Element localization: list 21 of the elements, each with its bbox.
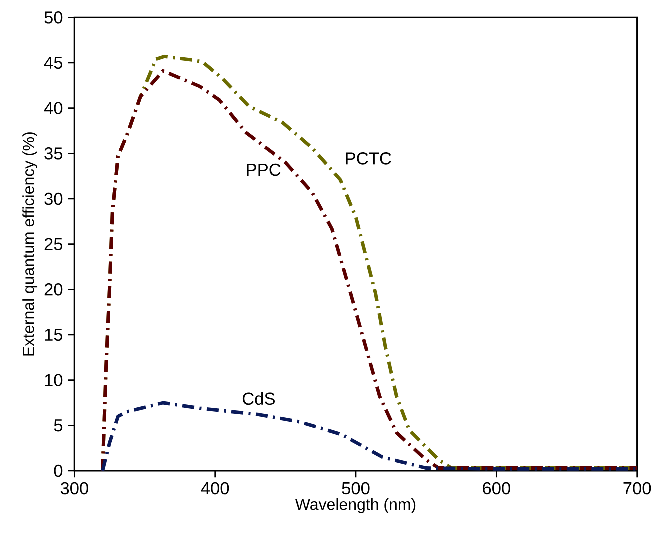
series-label: CdS bbox=[242, 392, 275, 406]
y-tick-label: 10 bbox=[45, 374, 63, 386]
y-tick-label: 40 bbox=[44, 102, 63, 114]
y-tick-label: 35 bbox=[44, 148, 63, 160]
y-tick-label: 15 bbox=[45, 328, 63, 342]
y-tick-label: 45 bbox=[44, 56, 63, 70]
y-tick-label: 5 bbox=[54, 420, 63, 432]
y-axis-title: External quantum efficiency (%) bbox=[22, 132, 38, 356]
y-tick-label: 30 bbox=[44, 192, 63, 206]
x-tick-label: 300 bbox=[60, 482, 88, 495]
series-label: PPC bbox=[247, 164, 281, 176]
y-tick-label: 50 bbox=[44, 12, 63, 24]
series-label: PCTC bbox=[346, 152, 392, 165]
y-tick-label: 25 bbox=[44, 238, 63, 250]
x-tick-label: 500 bbox=[342, 482, 370, 495]
y-tick-label: 20 bbox=[44, 284, 63, 296]
x-tick-label: 400 bbox=[201, 482, 230, 495]
y-tick-label: 0 bbox=[54, 464, 63, 478]
x-tick-label: 600 bbox=[483, 482, 510, 495]
x-tick-label: 700 bbox=[624, 482, 652, 495]
x-axis-title: Wavelength (nm) bbox=[295, 498, 416, 514]
